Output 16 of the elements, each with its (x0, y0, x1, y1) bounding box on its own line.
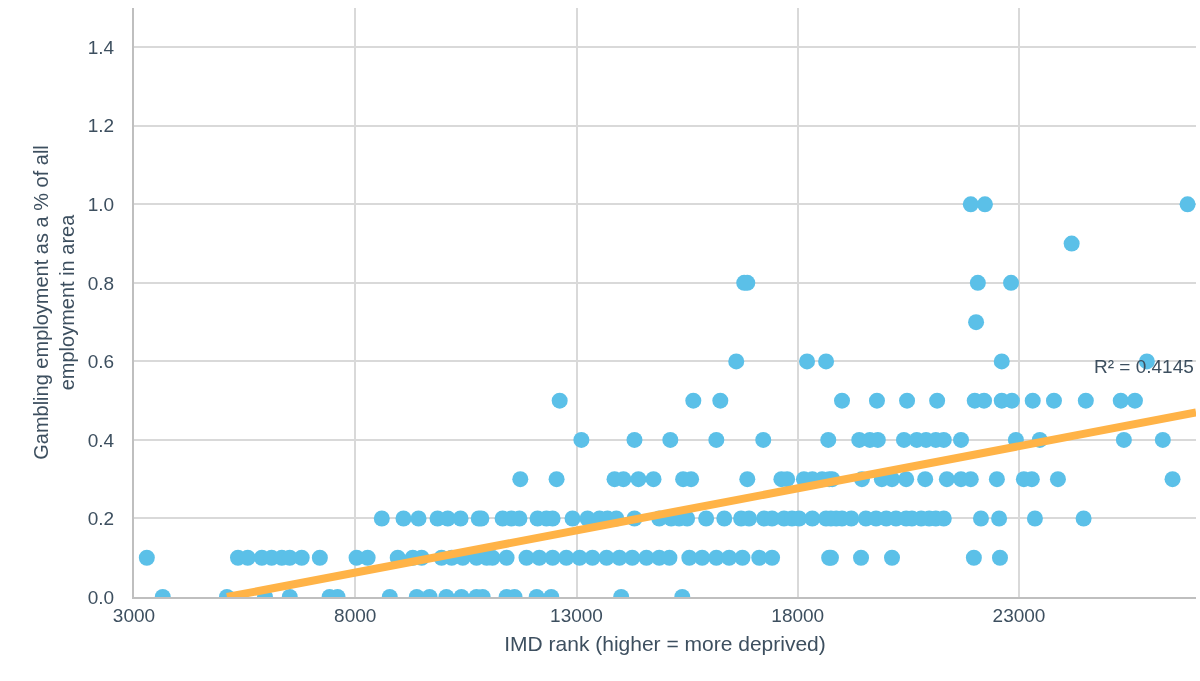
y-tick-label: 0.0 (87, 586, 115, 608)
y-tick-label: 1.0 (87, 193, 115, 215)
y-tick-label: 1.4 (87, 36, 115, 58)
x-tick-label: 13000 (550, 604, 603, 626)
y-axis-title: Gambling employment as a % of all employment in area (29, 145, 78, 460)
y-tick-label: 1.2 (87, 115, 115, 137)
y-tick-label: 0.2 (87, 508, 115, 530)
y-tick-label: 0.8 (87, 272, 115, 294)
annotation: R² = 0.4145 (1094, 356, 1194, 377)
x-axis-title: IMD rank (higher = more deprived) (504, 632, 826, 656)
x-tick-label: 18000 (771, 604, 825, 626)
x-tick-label: 3000 (112, 604, 156, 626)
x-tick-label: 23000 (992, 604, 1046, 626)
x-tick-label: 8000 (334, 604, 377, 626)
y-tick-label: 0.4 (87, 429, 115, 451)
y-tick-label: 0.6 (87, 351, 115, 373)
